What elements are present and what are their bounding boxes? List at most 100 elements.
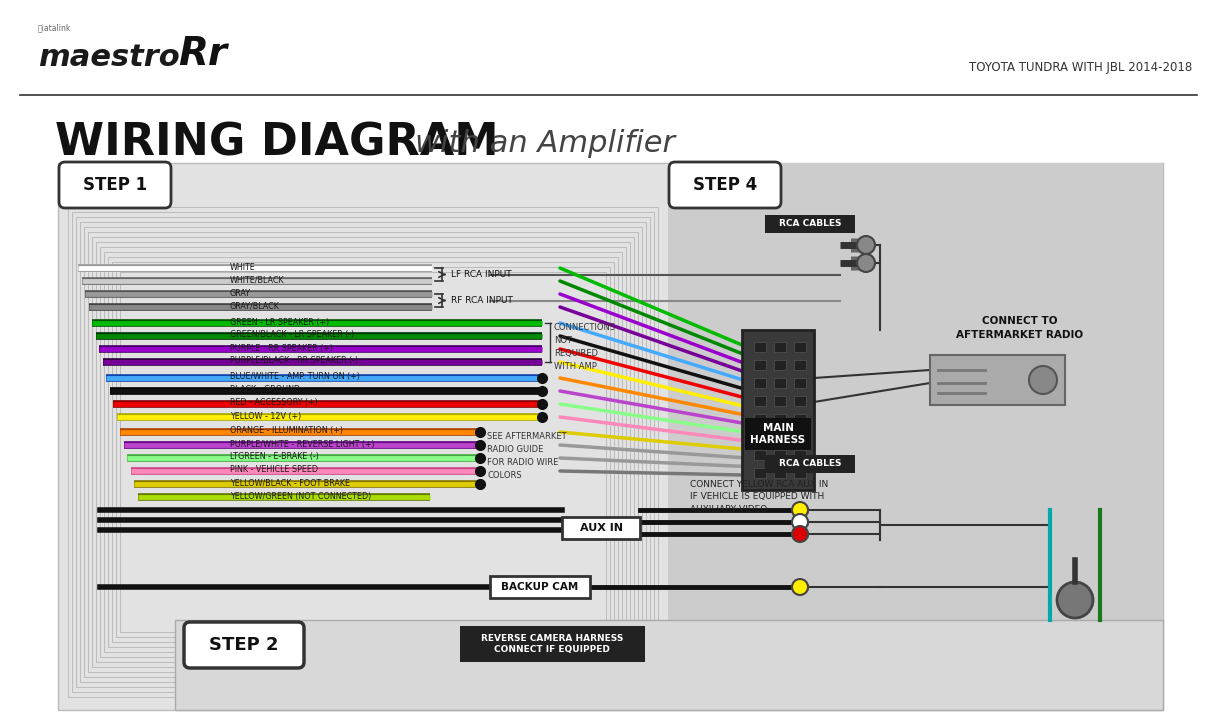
Bar <box>774 414 786 424</box>
Circle shape <box>1030 366 1058 394</box>
Text: BACKUP CAM: BACKUP CAM <box>501 582 578 592</box>
Bar <box>774 396 786 406</box>
Bar <box>930 355 1065 405</box>
Bar <box>742 330 814 490</box>
Text: GREEN/BLACK - LR SPEAKER (-): GREEN/BLACK - LR SPEAKER (-) <box>230 331 354 339</box>
Bar <box>745 418 811 450</box>
Bar <box>108 257 618 647</box>
Bar <box>562 517 640 539</box>
Bar <box>92 237 634 667</box>
Text: WIRING DIAGRAM: WIRING DIAGRAM <box>55 122 499 165</box>
Text: LF RCA INPUT: LF RCA INPUT <box>452 270 511 279</box>
FancyBboxPatch shape <box>184 622 304 668</box>
Bar <box>75 217 650 687</box>
Text: SEE AFTERMARKET: SEE AFTERMARKET <box>487 432 567 441</box>
Text: YELLOW/GREEN (NOT CONNECTED): YELLOW/GREEN (NOT CONNECTED) <box>230 492 371 500</box>
Bar <box>80 222 646 682</box>
Text: FOR RADIO WIRE: FOR RADIO WIRE <box>487 458 559 467</box>
Text: MAIN
HARNESS: MAIN HARNESS <box>751 423 806 445</box>
Bar <box>765 215 856 233</box>
Circle shape <box>792 514 808 530</box>
Circle shape <box>857 254 875 272</box>
Text: with an Amplifier: with an Amplifier <box>415 129 675 157</box>
Text: RCA CABLES: RCA CABLES <box>779 219 841 229</box>
Bar <box>103 252 622 652</box>
Text: WITH AMP: WITH AMP <box>554 362 596 371</box>
Text: ORANGE - ILLUMINATION (+): ORANGE - ILLUMINATION (+) <box>230 426 343 436</box>
Text: NOT: NOT <box>554 336 572 345</box>
Text: PURPLE/WHITE - REVERSE LIGHT (+): PURPLE/WHITE - REVERSE LIGHT (+) <box>230 439 375 449</box>
Bar <box>793 432 806 442</box>
Text: RCA CABLES: RCA CABLES <box>779 459 841 469</box>
Text: STEP 1: STEP 1 <box>83 176 147 194</box>
Text: REQUIRED: REQUIRED <box>554 349 598 358</box>
Text: PURPLE/BLACK - RR SPEAKER (-): PURPLE/BLACK - RR SPEAKER (-) <box>230 357 358 365</box>
Bar <box>793 414 806 424</box>
Bar <box>774 378 786 388</box>
Bar <box>793 396 806 406</box>
Text: YELLOW/BLACK - FOOT BRAKE: YELLOW/BLACK - FOOT BRAKE <box>230 479 350 487</box>
Text: PINK - VEHICLE SPEED: PINK - VEHICLE SPEED <box>230 465 318 475</box>
Bar <box>755 432 765 442</box>
Text: CONNECT TO
AFTERMARKET RADIO: CONNECT TO AFTERMARKET RADIO <box>957 316 1083 339</box>
Bar <box>774 468 786 478</box>
Circle shape <box>1058 582 1093 618</box>
FancyBboxPatch shape <box>58 162 172 208</box>
Bar <box>774 360 786 370</box>
Text: maestro: maestro <box>38 44 180 73</box>
Text: YELLOW - 12V (+): YELLOW - 12V (+) <box>230 411 302 421</box>
Text: GREEN - LR SPEAKER (+): GREEN - LR SPEAKER (+) <box>230 318 329 326</box>
Bar <box>68 207 658 697</box>
Circle shape <box>792 526 808 542</box>
FancyBboxPatch shape <box>669 162 781 208</box>
Bar <box>774 342 786 352</box>
Bar <box>793 378 806 388</box>
Bar <box>175 620 1163 710</box>
Text: RF RCA INPUT: RF RCA INPUT <box>452 296 512 305</box>
Bar <box>793 360 806 370</box>
Text: CONNECTIONS: CONNECTIONS <box>554 323 616 332</box>
Bar <box>793 468 806 478</box>
Text: RED - ACCESSORY (+): RED - ACCESSORY (+) <box>230 398 318 408</box>
Text: STEP 2: STEP 2 <box>209 636 279 654</box>
Bar <box>88 232 638 672</box>
Text: COLORS: COLORS <box>487 471 522 480</box>
Bar <box>755 342 765 352</box>
Bar <box>755 360 765 370</box>
Bar <box>668 163 1163 710</box>
Bar <box>116 267 610 637</box>
Bar <box>755 450 765 460</box>
Bar <box>774 432 786 442</box>
Circle shape <box>792 502 808 518</box>
Bar <box>765 455 856 473</box>
Bar <box>100 247 626 657</box>
Text: PURPLE - RR SPEAKER (+): PURPLE - RR SPEAKER (+) <box>230 344 333 352</box>
Bar <box>96 242 630 662</box>
Bar <box>774 450 786 460</box>
Bar <box>460 626 645 662</box>
Bar <box>755 414 765 424</box>
Bar <box>84 227 643 677</box>
Bar <box>490 576 590 598</box>
Bar <box>112 262 615 642</box>
Text: REVERSE CAMERA HARNESS
CONNECT IF EQUIPPED: REVERSE CAMERA HARNESS CONNECT IF EQUIPP… <box>481 633 623 654</box>
Text: BLACK - GROUND: BLACK - GROUND <box>230 385 301 395</box>
Text: WHITE/BLACK: WHITE/BLACK <box>230 275 285 285</box>
Text: AUX IN: AUX IN <box>579 523 623 533</box>
Bar <box>755 396 765 406</box>
Text: LTGREEN - E-BRAKE (-): LTGREEN - E-BRAKE (-) <box>230 452 319 462</box>
Text: CONNECT YELLOW RCA AUX IN
IF VEHICLE IS EQUIPPED WITH
AUXILIARY VIDEO: CONNECT YELLOW RCA AUX IN IF VEHICLE IS … <box>690 480 829 514</box>
Bar <box>120 272 606 632</box>
Bar <box>72 212 654 692</box>
Text: WHITE: WHITE <box>230 262 256 272</box>
Text: RADIO GUIDE: RADIO GUIDE <box>487 445 543 454</box>
Bar <box>755 378 765 388</box>
Circle shape <box>857 236 875 254</box>
Text: GRAY: GRAY <box>230 288 251 298</box>
Bar <box>755 468 765 478</box>
Bar <box>793 342 806 352</box>
Bar <box>58 163 1163 710</box>
Text: GRAY/BLACK: GRAY/BLACK <box>230 301 280 311</box>
Circle shape <box>792 579 808 595</box>
Text: STEP 4: STEP 4 <box>692 176 757 194</box>
